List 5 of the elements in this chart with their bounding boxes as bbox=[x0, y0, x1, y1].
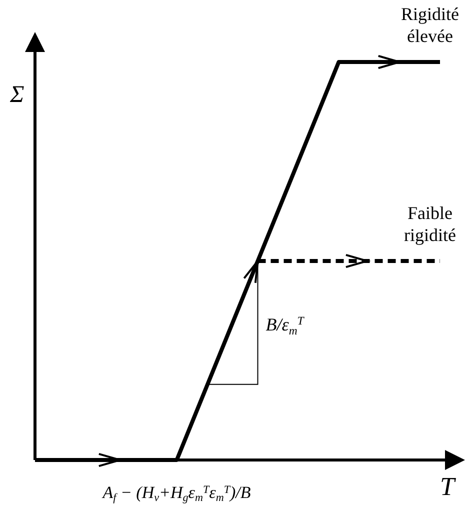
x-axis-title: T bbox=[440, 472, 456, 501]
text: Rigidité élevée bbox=[401, 4, 460, 46]
text: A$_{f}$ − (H$_{v}$+H$_{g}$ε$_{m}$$^{T}$ε$_{m}$$^{T}$)/B bbox=[102, 483, 251, 504]
annotation: Faible rigidité bbox=[404, 203, 456, 245]
y-axis-title: Σ bbox=[9, 82, 24, 108]
